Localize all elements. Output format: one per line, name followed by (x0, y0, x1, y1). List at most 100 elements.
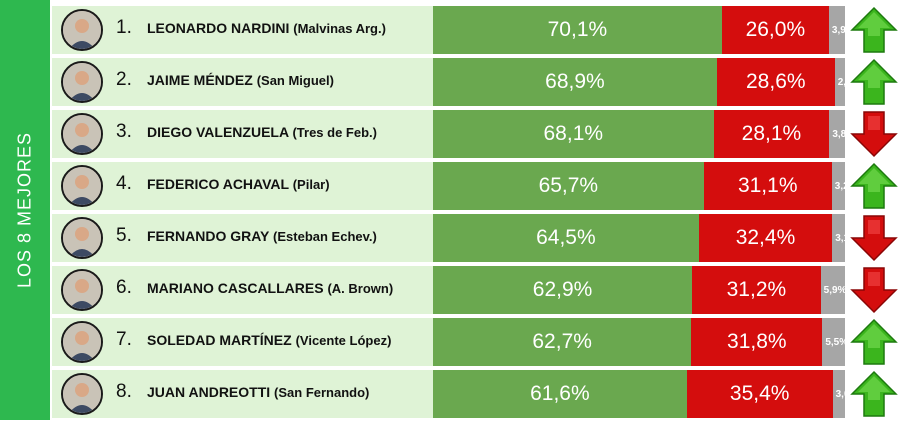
ranking-row: 1. LEONARDO NARDINI (Malvinas Arg.) 70,1% 2… (50, 6, 904, 58)
ranking-row: 5. FERNANDO GRAY (Esteban Echev.) 64,5% 32,… (50, 214, 904, 266)
ranking-row: 7. SOLEDAD MARTÍNEZ (Vicente López) 62,7% 3… (50, 318, 904, 370)
other-value: 5,5% (825, 336, 845, 348)
other-segment: 3,0% (832, 370, 845, 418)
candidate-name: FEDERICO ACHAVAL (147, 176, 289, 192)
avatar (61, 321, 103, 363)
candidate-name-line: LEONARDO NARDINI (Malvinas Arg.) (147, 20, 386, 36)
trend-indicator (846, 214, 902, 262)
trend-up-arrow-icon (850, 318, 898, 365)
candidate-name: JAIME MÉNDEZ (147, 72, 253, 88)
candidate-cell: 5. FERNANDO GRAY (Esteban Echev.) (52, 214, 433, 262)
other-segment: 3,1% (832, 214, 845, 262)
ranking-list: 1. LEONARDO NARDINI (Malvinas Arg.) 70,1% 2… (50, 6, 904, 422)
disapprove-segment: 32,4% (698, 214, 833, 262)
trend-indicator (846, 370, 902, 418)
approve-segment: 62,9% (433, 266, 693, 314)
disapprove-segment: 28,6% (716, 58, 835, 106)
rank-number: 6. (116, 277, 132, 298)
disapprove-segment: 31,8% (691, 318, 823, 366)
avatar (61, 269, 103, 311)
approve-value: 68,1% (543, 122, 604, 145)
trend-up-arrow-icon (850, 162, 898, 209)
candidate-name: MARIANO CASCALLARES (147, 280, 324, 296)
candidate-cell: 1. LEONARDO NARDINI (Malvinas Arg.) (52, 6, 433, 54)
candidate-name: FERNANDO GRAY (147, 228, 270, 244)
candidate-name: JUAN ANDREOTTI (147, 384, 271, 400)
other-value: 3,2% (834, 180, 845, 192)
approval-bar: 61,6% 35,4% 3,0% (433, 370, 845, 418)
disapprove-value: 28,1% (741, 122, 802, 145)
sidebar-label: LOS 8 MEJORES (14, 131, 35, 289)
ranking-row: 8. JUAN ANDREOTTI (San Fernando) 61,6% 35,4… (50, 370, 904, 422)
trend-down-arrow-icon (850, 267, 898, 314)
trend-indicator (846, 318, 902, 366)
candidate-cell: 7. SOLEDAD MARTÍNEZ (Vicente López) (52, 318, 433, 366)
ranking-row: 4. FEDERICO ACHAVAL (Pilar) 65,7% 31,1% 3,2% (50, 162, 904, 214)
other-segment: 3,8% (829, 110, 845, 158)
other-segment: 5,5% (822, 318, 845, 366)
approve-segment: 62,7% (433, 318, 692, 366)
candidate-name-line: FERNANDO GRAY (Esteban Echev.) (147, 228, 377, 244)
avatar (61, 113, 103, 155)
candidate-cell: 2. JAIME MÉNDEZ (San Miguel) (52, 58, 433, 106)
approve-value: 64,5% (536, 226, 596, 249)
candidate-district: (Pilar) (292, 177, 330, 192)
candidate-cell: 6. MARIANO CASCALLARES (A. Brown) (52, 266, 433, 314)
avatar (61, 165, 103, 207)
candidate-name: DIEGO VALENZUELA (147, 124, 289, 140)
other-segment: 3,9% (828, 6, 845, 54)
rank-number: 4. (116, 173, 132, 194)
sidebar-banner: LOS 8 MEJORES (0, 0, 50, 420)
candidate-name-line: MARIANO CASCALLARES (A. Brown) (147, 280, 393, 296)
approve-segment: 64,5% (433, 214, 699, 262)
approve-value: 62,9% (532, 278, 593, 301)
ranking-row: 3. DIEGO VALENZUELA (Tres de Feb.) 68,1% 28… (50, 110, 904, 162)
approval-bar: 62,7% 31,8% 5,5% (433, 318, 845, 366)
other-segment: 3,2% (831, 162, 845, 210)
rank-number: 8. (116, 381, 132, 402)
other-value: 5,9% (823, 284, 845, 296)
approve-value: 62,7% (532, 330, 592, 353)
candidate-name-line: SOLEDAD MARTÍNEZ (Vicente López) (147, 332, 391, 348)
approval-bar: 68,1% 28,1% 3,8% (433, 110, 845, 158)
disapprove-value: 32,4% (735, 226, 796, 249)
approve-segment: 70,1% (433, 6, 722, 54)
rank-number: 3. (116, 121, 132, 142)
trend-down-arrow-icon (850, 215, 898, 262)
approval-bar: 70,1% 26,0% 3,9% (433, 6, 845, 54)
disapprove-value: 28,6% (746, 70, 806, 93)
avatar (61, 9, 103, 51)
rank-number: 2. (116, 69, 132, 90)
approval-bar: 65,7% 31,1% 3,2% (433, 162, 845, 210)
disapprove-value: 31,1% (737, 174, 798, 197)
disapprove-segment: 31,2% (692, 266, 821, 314)
approve-segment: 68,9% (433, 58, 717, 106)
candidate-district: (Malvinas Arg.) (293, 21, 386, 36)
other-segment: 5,9% (820, 266, 845, 314)
disapprove-segment: 31,1% (703, 162, 832, 210)
trend-down-arrow-icon (850, 111, 898, 158)
approve-segment: 68,1% (433, 110, 714, 158)
ranking-row: 2. JAIME MÉNDEZ (San Miguel) 68,9% 28,6% 2,5… (50, 58, 904, 110)
trend-up-arrow-icon (850, 6, 898, 53)
trend-indicator (846, 110, 902, 158)
trend-indicator (846, 6, 902, 54)
candidate-name-line: DIEGO VALENZUELA (Tres de Feb.) (147, 124, 377, 140)
disapprove-value: 31,8% (727, 330, 787, 353)
approve-value: 68,9% (545, 70, 605, 93)
avatar (61, 61, 103, 103)
avatar (61, 217, 103, 259)
candidate-district: (San Fernando) (274, 385, 370, 400)
approve-segment: 61,6% (433, 370, 687, 418)
other-value: 3,8% (832, 128, 845, 140)
rank-number: 7. (116, 329, 132, 350)
candidate-district: (Tres de Feb.) (292, 125, 377, 140)
candidate-name-line: JUAN ANDREOTTI (San Fernando) (147, 384, 369, 400)
other-value: 3,0% (835, 388, 845, 400)
other-segment: 2,5% (834, 58, 845, 106)
approve-segment: 65,7% (433, 162, 704, 210)
disapprove-value: 31,2% (726, 278, 787, 301)
disapprove-value: 26,0% (745, 18, 806, 41)
disapprove-segment: 35,4% (686, 370, 833, 418)
rank-number: 1. (116, 17, 132, 38)
